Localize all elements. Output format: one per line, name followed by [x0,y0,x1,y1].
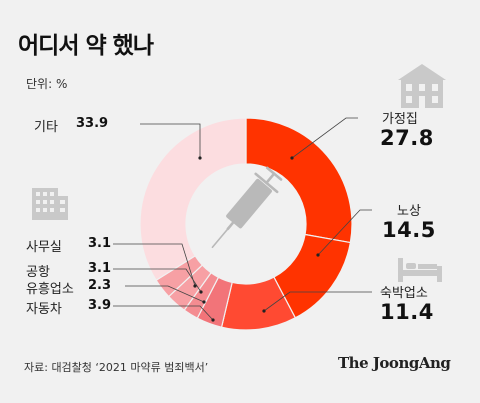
leader-line-nightlife [125,285,205,303]
slice-home [245,117,353,244]
syringe-icon [211,166,283,249]
source-note: 자료: 대검찰청 ‘2021 마약류 범죄백서’ [24,361,209,374]
label-lodging: 숙박업소 [380,286,428,301]
unit-label: 단위: % [26,77,68,91]
leader-line-airport [113,268,202,293]
leader-line-home [291,117,358,159]
brand-logo: The JoongAng [338,354,451,372]
value-office: 3.1 [88,236,112,251]
label-street: 노상 [397,204,421,219]
value-lodging: 11.4 [380,300,434,324]
slice-other [139,117,247,282]
label-nightlife: 유흥업소 [26,282,74,297]
bed-icon [398,258,442,282]
value-home: 27.8 [380,126,434,150]
value-nightlife: 2.3 [88,278,112,293]
leader-line-other [140,123,201,158]
label-airport: 공항 [26,265,50,280]
label-office: 사무실 [26,240,62,255]
leader-line-street [317,209,372,256]
leader-line-office [113,243,196,287]
chart-title: 어디서 약 했나 [18,33,154,59]
value-airport: 3.1 [88,261,112,276]
label-car: 자동차 [26,302,62,317]
value-other: 33.9 [76,116,109,131]
house-icon [398,64,446,108]
leader-line-car [113,305,214,321]
office-building-icon [32,188,68,220]
label-other: 기타 [34,120,58,135]
value-car: 3.9 [88,298,112,313]
value-street: 14.5 [382,218,436,242]
label-home: 가정집 [382,112,418,127]
leader-line-lodging [263,291,372,312]
